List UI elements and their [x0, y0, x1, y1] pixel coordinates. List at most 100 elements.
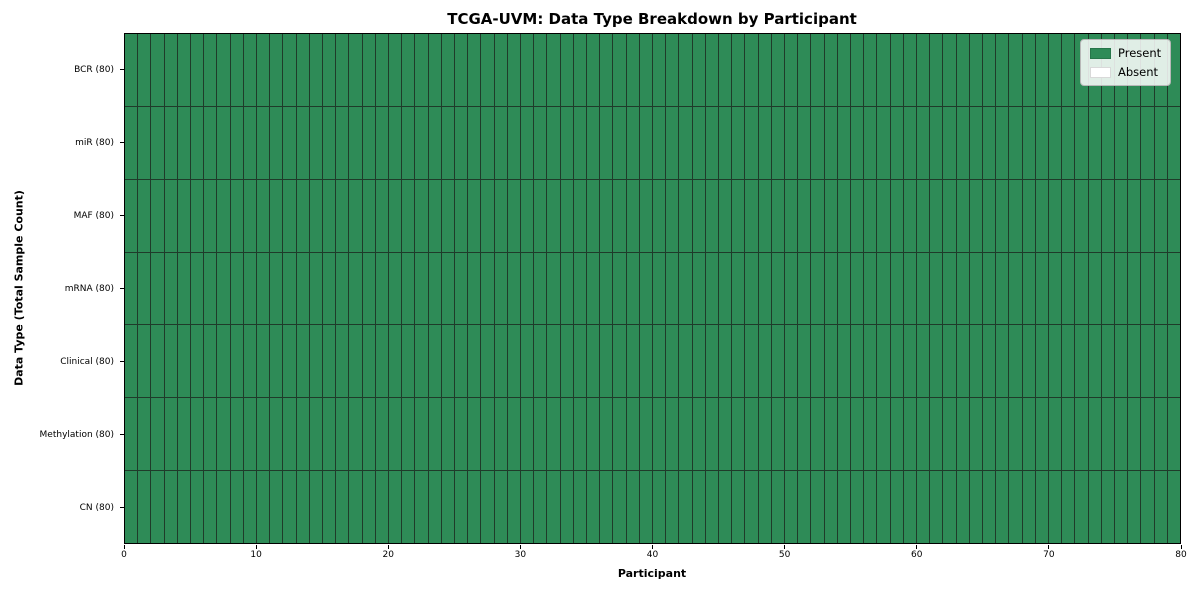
- heatmap-cell: [798, 471, 811, 543]
- heatmap-cell: [798, 398, 811, 471]
- heatmap-cell: [362, 34, 375, 106]
- heatmap-cell: [1114, 471, 1128, 543]
- heatmap-cell: [996, 471, 1009, 543]
- heatmap-cell: [586, 471, 600, 543]
- legend-label-present: Present: [1118, 46, 1162, 60]
- heatmap-cell: [771, 106, 784, 179]
- heatmap-cell: [375, 179, 388, 252]
- heatmap-cell: [930, 106, 943, 179]
- heatmap-cell: [586, 398, 600, 471]
- heatmap-cell: [164, 471, 177, 543]
- heatmap-cell: [283, 106, 296, 179]
- heatmap-cell: [1035, 34, 1048, 106]
- heatmap-cell: [270, 106, 283, 179]
- heatmap-cell: [1088, 471, 1101, 543]
- heatmap-cell: [600, 179, 613, 252]
- heatmap-cell: [600, 471, 613, 543]
- x-tick-mark: [652, 545, 653, 549]
- heatmap-cell: [1009, 398, 1022, 471]
- heatmap-cell: [243, 34, 256, 106]
- heatmap-cell: [388, 179, 402, 252]
- heatmap-cell: [824, 325, 837, 398]
- heatmap-cell: [336, 179, 349, 252]
- heatmap-cell: [1141, 325, 1154, 398]
- heatmap-cell: [1141, 471, 1154, 543]
- heatmap-cell: [1022, 34, 1035, 106]
- heatmap-cell: [322, 34, 336, 106]
- y-tick-label: mRNA (80): [64, 283, 114, 294]
- heatmap-cell: [824, 179, 837, 252]
- heatmap-cell: [270, 252, 283, 325]
- heatmap-cell: [217, 398, 230, 471]
- heatmap-cell: [1154, 471, 1167, 543]
- heatmap-cell: [824, 471, 837, 543]
- heatmap-cell: [362, 325, 375, 398]
- heatmap-cell: [322, 106, 336, 179]
- heatmap-cell: [336, 106, 349, 179]
- heatmap-cell: [388, 398, 402, 471]
- heatmap-cell: [309, 252, 322, 325]
- heatmap-cell: [824, 398, 837, 471]
- heatmap-cell: [520, 179, 534, 252]
- heatmap-cell: [666, 106, 679, 179]
- heatmap-cell: [256, 106, 270, 179]
- heatmap-cell: [798, 179, 811, 252]
- heatmap-cell: [520, 106, 534, 179]
- heatmap-cell: [850, 398, 864, 471]
- heatmap-cell: [850, 252, 864, 325]
- heatmap-cell: [428, 34, 441, 106]
- y-tick-mark: [120, 507, 124, 508]
- heatmap-cell: [441, 179, 454, 252]
- heatmap-cell: [204, 398, 217, 471]
- heatmap-cell: [626, 325, 639, 398]
- heatmap-cell: [507, 252, 520, 325]
- heatmap-cell: [481, 471, 494, 543]
- legend-label-absent: Absent: [1118, 65, 1159, 79]
- heatmap-cell: [415, 252, 428, 325]
- heatmap-cell: [520, 398, 534, 471]
- heatmap-cell: [956, 34, 969, 106]
- heatmap-cell: [256, 325, 270, 398]
- heatmap-cell: [190, 106, 204, 179]
- heatmap-cell: [613, 179, 626, 252]
- heatmap-cell: [1154, 179, 1167, 252]
- heatmap-cell: [613, 325, 626, 398]
- heatmap-cell: [190, 398, 204, 471]
- heatmap-cell: [626, 471, 639, 543]
- heatmap-cell: [877, 325, 890, 398]
- heatmap-cell: [652, 179, 666, 252]
- chart-title: TCGA-UVM: Data Type Breakdown by Partici…: [447, 10, 857, 28]
- heatmap-cell: [626, 34, 639, 106]
- heatmap-cell: [1128, 252, 1141, 325]
- heatmap-cell: [718, 325, 732, 398]
- heatmap-cell: [943, 179, 956, 252]
- heatmap-cell: [652, 471, 666, 543]
- heatmap-cell: [454, 471, 468, 543]
- heatmap-cell: [177, 106, 190, 179]
- heatmap-cell: [1154, 325, 1167, 398]
- heatmap-cell: [652, 34, 666, 106]
- heatmap-cell: [811, 471, 824, 543]
- heatmap-cell: [204, 106, 217, 179]
- heatmap-cell: [309, 398, 322, 471]
- heatmap-cell: [547, 471, 560, 543]
- heatmap-cell: [586, 252, 600, 325]
- heatmap-cell: [270, 398, 283, 471]
- heatmap-cell: [692, 252, 705, 325]
- heatmap-cell: [956, 471, 969, 543]
- heatmap-cell: [916, 325, 930, 398]
- heatmap-cell: [600, 398, 613, 471]
- heatmap-cell: [758, 179, 771, 252]
- heatmap-cell: [996, 179, 1009, 252]
- heatmap-cell: [190, 325, 204, 398]
- heatmap-cell: [560, 252, 573, 325]
- heatmap-cell: [428, 106, 441, 179]
- heatmap-cell: [270, 325, 283, 398]
- heatmap-cell: [125, 471, 138, 543]
- heatmap-cell: [322, 325, 336, 398]
- heatmap-cell: [784, 252, 798, 325]
- heatmap-cell: [903, 252, 916, 325]
- heatmap-cell: [204, 471, 217, 543]
- heatmap-cell: [177, 252, 190, 325]
- heatmap-cell: [560, 106, 573, 179]
